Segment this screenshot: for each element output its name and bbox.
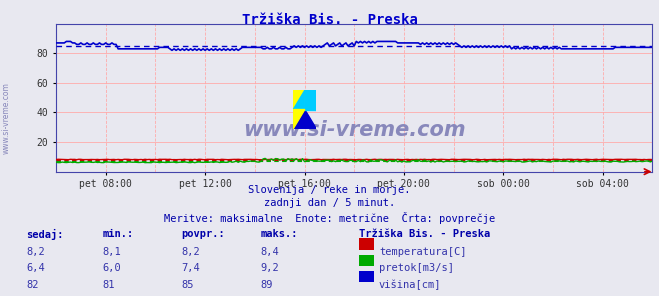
- Text: 82: 82: [26, 280, 39, 290]
- Text: 8,1: 8,1: [102, 247, 121, 257]
- Text: 6,0: 6,0: [102, 263, 121, 274]
- Text: 8,4: 8,4: [260, 247, 279, 257]
- Text: povpr.:: povpr.:: [181, 229, 225, 239]
- Text: min.:: min.:: [102, 229, 133, 239]
- Text: 89: 89: [260, 280, 273, 290]
- Text: višina[cm]: višina[cm]: [379, 280, 442, 290]
- Text: 8,2: 8,2: [26, 247, 45, 257]
- Text: maks.:: maks.:: [260, 229, 298, 239]
- Text: Tržiška Bis. - Preska: Tržiška Bis. - Preska: [359, 229, 490, 239]
- Polygon shape: [293, 110, 304, 129]
- Text: 8,2: 8,2: [181, 247, 200, 257]
- Polygon shape: [304, 90, 316, 110]
- Text: temperatura[C]: temperatura[C]: [379, 247, 467, 257]
- Text: 85: 85: [181, 280, 194, 290]
- Text: 7,4: 7,4: [181, 263, 200, 274]
- Text: www.si-vreme.com: www.si-vreme.com: [243, 120, 465, 140]
- Polygon shape: [293, 90, 304, 110]
- Text: sedaj:: sedaj:: [26, 229, 64, 240]
- Text: Meritve: maksimalne  Enote: metrične  Črta: povprečje: Meritve: maksimalne Enote: metrične Črta…: [164, 212, 495, 224]
- Text: 81: 81: [102, 280, 115, 290]
- Text: Tržiška Bis. - Preska: Tržiška Bis. - Preska: [242, 13, 417, 27]
- Text: zadnji dan / 5 minut.: zadnji dan / 5 minut.: [264, 198, 395, 208]
- Text: 6,4: 6,4: [26, 263, 45, 274]
- Polygon shape: [293, 110, 316, 129]
- Polygon shape: [304, 90, 316, 110]
- Text: Slovenija / reke in morje.: Slovenija / reke in morje.: [248, 185, 411, 195]
- Text: pretok[m3/s]: pretok[m3/s]: [379, 263, 454, 274]
- Polygon shape: [293, 90, 304, 110]
- Text: www.si-vreme.com: www.si-vreme.com: [2, 83, 11, 154]
- Text: 9,2: 9,2: [260, 263, 279, 274]
